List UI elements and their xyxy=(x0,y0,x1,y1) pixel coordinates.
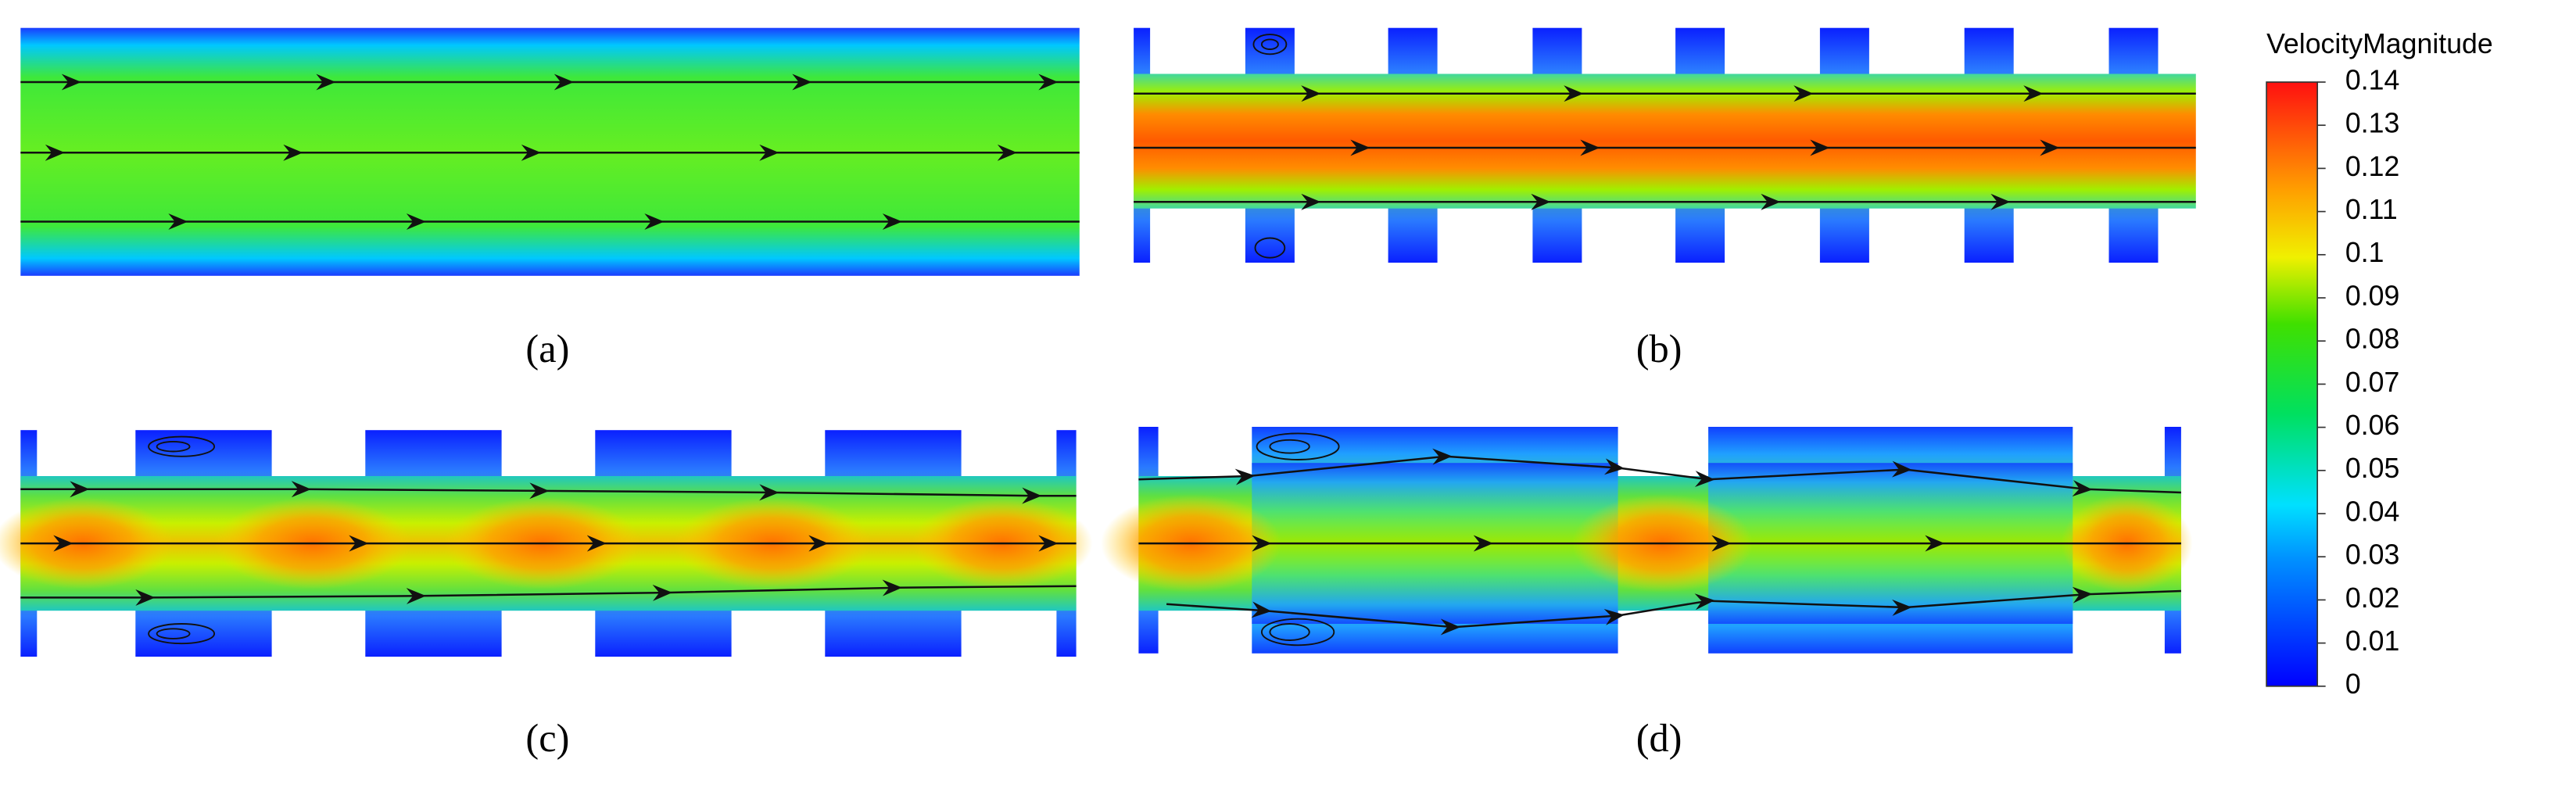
colorbar-tick-label: 0.12 xyxy=(2345,151,2399,182)
colorbar-tick-label: 0.11 xyxy=(2345,194,2398,225)
colorbar-tick-label: 0.08 xyxy=(2345,324,2399,355)
panel-d xyxy=(1101,427,2193,654)
colorbar-tick-label: 0.02 xyxy=(2345,582,2399,614)
colorbar-tick-label: 0.09 xyxy=(2345,280,2399,311)
colorbar-tick-label: 0.05 xyxy=(2345,453,2399,484)
colorbar-bar xyxy=(2266,81,2319,687)
colorbar-tick-label: 0 xyxy=(2345,668,2361,700)
panel-a xyxy=(20,27,1080,276)
colorbar: VelocityMagnitude 0 0.01 0.02 0.03 0.04 0.05 0… xyxy=(2266,28,2493,700)
colorbar-tick-label: 0.14 xyxy=(2345,64,2399,95)
colorbar-title: VelocityMagnitude xyxy=(2266,28,2493,59)
colorbar-tick-label: 0.04 xyxy=(2345,496,2399,527)
colorbar-tick-label: 0.06 xyxy=(2345,410,2399,441)
panel-label: (d) xyxy=(1636,716,1682,760)
colorbar-tick-label: 0.01 xyxy=(2345,625,2399,657)
colorbar-tick-label: 0.07 xyxy=(2345,367,2399,398)
panel-label: (c) xyxy=(525,716,569,760)
colorbar-tick-label: 0.13 xyxy=(2345,108,2399,139)
panel-c xyxy=(0,430,1093,657)
colorbar-tick-label: 0.1 xyxy=(2345,237,2384,268)
panel-label: (a) xyxy=(525,327,569,371)
colorbar-tick-label: 0.03 xyxy=(2345,539,2399,571)
panel-b xyxy=(1134,27,2196,263)
panel-label: (b) xyxy=(1636,327,1682,371)
